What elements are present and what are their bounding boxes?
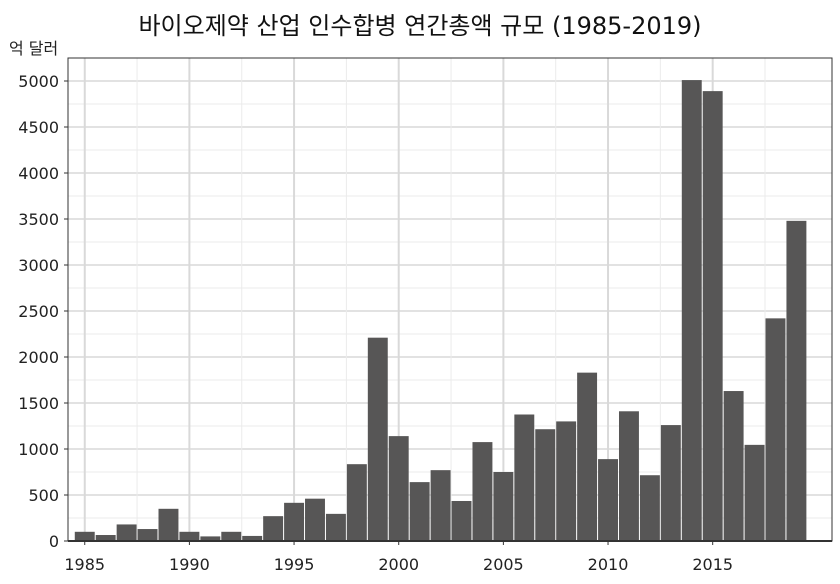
y-tick-label: 2500 [18,302,59,321]
bar-2003 [451,500,472,541]
bar-1991 [200,536,221,541]
y-tick-label: 1000 [18,440,59,459]
x-tick-label: 1985 [64,555,105,574]
y-tick-label: 0 [49,532,59,551]
bar-2017 [744,444,765,541]
bar-2006 [514,414,535,541]
y-tick-label: 4000 [18,164,59,183]
y-tick-label: 3500 [18,210,59,229]
bar-2008 [556,421,577,541]
bar-2019 [786,220,807,541]
bar-2000 [388,436,409,541]
x-tick-label: 1995 [274,555,315,574]
x-tick-label: 2015 [692,555,733,574]
bar-2013 [660,425,681,541]
x-tick-label: 1990 [169,555,210,574]
bar-2015 [702,91,723,542]
bar-1985 [74,531,95,541]
x-tick-label: 2010 [588,555,629,574]
bar-2014 [681,80,702,541]
y-tick-label: 4500 [18,118,59,137]
bar-2002 [430,470,451,541]
bar-1992 [221,531,242,541]
bar-2011 [618,411,639,541]
bar-2018 [765,318,786,541]
bar-1994 [263,516,284,541]
bar-1996 [305,498,325,541]
bar-1998 [346,464,367,541]
x-tick-label: 2005 [483,555,524,574]
bar-1997 [325,513,346,541]
bar-2009 [577,372,598,541]
bar-1986 [95,535,116,541]
y-tick-label: 5000 [18,72,59,91]
axis-layer [64,57,833,545]
y-tick-label: 2000 [18,348,59,367]
chart-title: 바이오제약 산업 인수합병 연간총액 규모 (1985-2019) [138,12,702,40]
y-tick-label: 1500 [18,394,59,413]
bar-1987 [116,524,137,541]
y-tick-label: 500 [28,486,59,505]
y-tick-label: 3000 [18,256,59,275]
bar-1990 [179,531,200,541]
bar-1999 [367,337,388,541]
bar-2001 [409,482,430,541]
bar-2012 [639,475,660,541]
bar-2010 [598,459,618,541]
bar-2005 [493,472,514,541]
bar-1988 [137,529,158,541]
x-tick-label: 2000 [378,555,419,574]
y-axis-label: 억 달러 [9,39,59,58]
bar-2004 [472,442,493,541]
bar-1993 [242,535,263,541]
bar-2016 [723,391,744,541]
bar-1995 [284,502,305,541]
bar-layer [74,80,807,542]
bar-2007 [535,429,556,541]
bar-1989 [158,508,179,541]
tick-label-layer: 0 500 1000 1500 2000 2500 3000 3500 4000 4500 5000… [18,72,733,574]
